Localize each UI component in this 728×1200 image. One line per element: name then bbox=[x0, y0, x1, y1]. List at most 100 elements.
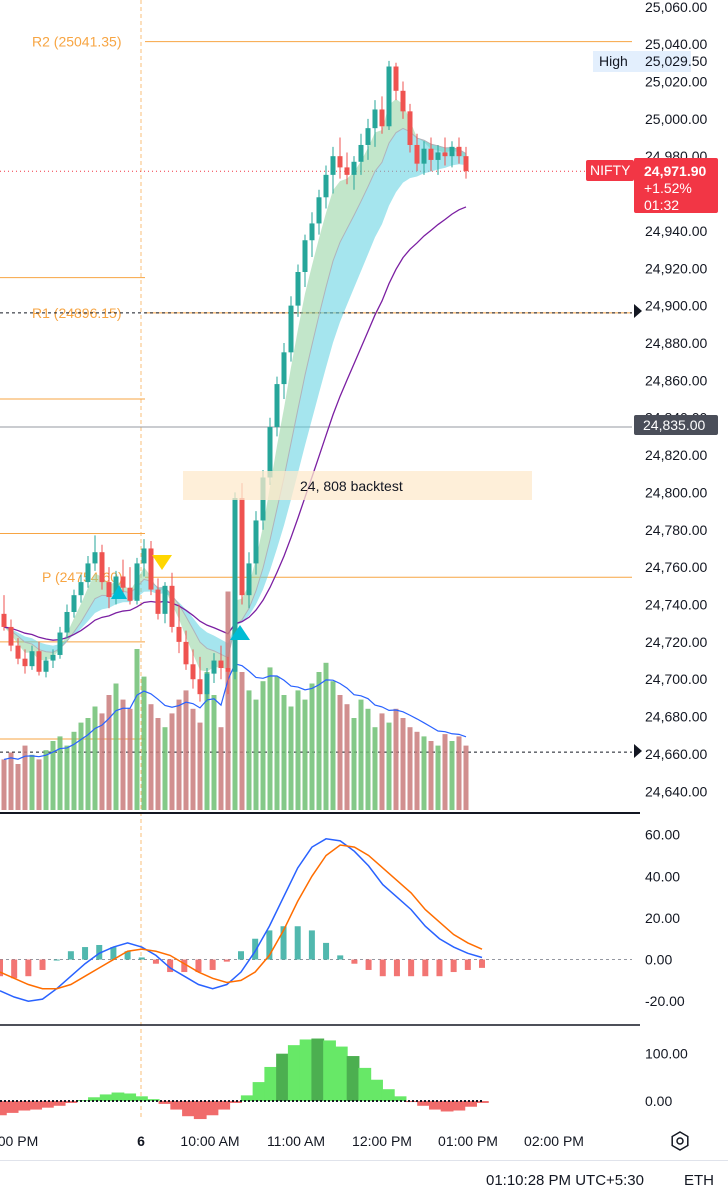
candle-body[interactable] bbox=[330, 156, 336, 175]
candle-body[interactable] bbox=[295, 272, 301, 306]
signal-line bbox=[0, 844, 483, 990]
high-value: 25,029.50 bbox=[645, 53, 707, 69]
osc-axis[interactable]: 100.00 0.00 bbox=[645, 1046, 688, 1109]
candle-body[interactable] bbox=[57, 632, 63, 655]
candle-body[interactable] bbox=[239, 498, 245, 596]
candle-body[interactable] bbox=[393, 66, 399, 91]
candle-body[interactable] bbox=[463, 156, 469, 172]
clock[interactable]: 01:10:28 PM UTC+5:30 bbox=[485, 1172, 644, 1189]
symbol-tag[interactable] bbox=[586, 160, 634, 181]
candle-body[interactable] bbox=[162, 585, 168, 614]
candle-body[interactable] bbox=[204, 673, 210, 695]
volume-bar bbox=[134, 649, 140, 810]
candle-body[interactable] bbox=[232, 498, 238, 672]
candle-body[interactable] bbox=[407, 111, 413, 145]
oscillator-bar bbox=[311, 1038, 325, 1102]
volume-bar bbox=[225, 591, 231, 810]
candle-body[interactable] bbox=[183, 641, 189, 665]
crosshair-price: 24,835.00 bbox=[643, 417, 705, 433]
candle-body[interactable] bbox=[421, 148, 427, 164]
candle-body[interactable] bbox=[379, 109, 385, 127]
macd-pane[interactable] bbox=[0, 838, 632, 1002]
candle-body[interactable] bbox=[92, 552, 98, 564]
oscillator-pane[interactable] bbox=[0, 1038, 489, 1120]
macd-histogram-bar bbox=[167, 959, 174, 973]
candle-body[interactable] bbox=[400, 90, 406, 112]
macd-axis[interactable]: 60.00 40.00 20.00 0.00 -20.00 bbox=[645, 827, 685, 1010]
candle-body[interactable] bbox=[337, 156, 343, 168]
candle-body[interactable] bbox=[288, 305, 294, 353]
candle-body[interactable] bbox=[365, 128, 371, 145]
candle-body[interactable] bbox=[344, 167, 350, 175]
candle-body[interactable] bbox=[141, 548, 147, 564]
alert-arrow-icon[interactable] bbox=[634, 304, 642, 318]
candle-body[interactable] bbox=[120, 576, 126, 588]
candle-body[interactable] bbox=[246, 563, 252, 596]
candle-body[interactable] bbox=[253, 520, 259, 564]
candle-body[interactable] bbox=[43, 660, 49, 672]
candle-body[interactable] bbox=[211, 660, 217, 674]
candle-body[interactable] bbox=[274, 384, 280, 428]
candle-body[interactable] bbox=[99, 552, 105, 583]
candle-body[interactable] bbox=[134, 563, 140, 601]
candle-body[interactable] bbox=[113, 576, 119, 598]
volume-bar bbox=[358, 699, 364, 810]
candle-body[interactable] bbox=[449, 146, 455, 157]
candle-body[interactable] bbox=[456, 146, 462, 157]
last-price: 24,971.90 bbox=[644, 163, 706, 179]
trading-chart[interactable]: R2 (25041.35)R1 (24896.15)P (24754.60) 2… bbox=[0, 0, 728, 1160]
price-pane[interactable]: R2 (25041.35)R1 (24896.15)P (24754.60) 2… bbox=[0, 0, 632, 1120]
candle-body[interactable] bbox=[225, 668, 231, 672]
candle-body[interactable] bbox=[169, 585, 175, 627]
time-axis[interactable]: 00 PM 6 10:00 AM 11:00 AM 12:00 PM 01:00 PM 02… bbox=[0, 1133, 584, 1149]
candle-body[interactable] bbox=[106, 582, 112, 598]
candle-body[interactable] bbox=[148, 548, 154, 590]
volume-bar bbox=[274, 676, 280, 810]
volume-bar bbox=[386, 722, 392, 810]
backtest-annotation-box[interactable] bbox=[183, 471, 532, 500]
candle-body[interactable] bbox=[190, 664, 196, 680]
candle-body[interactable] bbox=[442, 152, 448, 157]
alert-arrow-icon[interactable] bbox=[634, 744, 642, 758]
candle-body[interactable] bbox=[29, 651, 35, 667]
candle-body[interactable] bbox=[36, 651, 42, 672]
candle-body[interactable] bbox=[218, 660, 224, 669]
candle-body[interactable] bbox=[64, 611, 70, 633]
price-axis[interactable]: 25,060.00 25,040.00 25,020.00 25,000.00 24,9… bbox=[645, 0, 707, 799]
candle-body[interactable] bbox=[281, 352, 287, 385]
macd-tick-label: 60.00 bbox=[645, 827, 680, 843]
candle-body[interactable] bbox=[155, 589, 161, 614]
macd-histogram-bar bbox=[280, 926, 287, 960]
candle-body[interactable] bbox=[372, 109, 378, 129]
candle-body[interactable] bbox=[428, 148, 434, 160]
candle-body[interactable] bbox=[71, 595, 77, 612]
oscillator-bar bbox=[76, 1100, 90, 1102]
oscillator-bar bbox=[5, 1101, 19, 1113]
candle-body[interactable] bbox=[386, 66, 392, 127]
candle-body[interactable] bbox=[197, 679, 203, 695]
candle-body[interactable] bbox=[176, 626, 182, 642]
candle-body[interactable] bbox=[323, 174, 329, 198]
candle-body[interactable] bbox=[85, 563, 91, 583]
candle-body[interactable] bbox=[15, 645, 21, 659]
candle-body[interactable] bbox=[309, 223, 315, 241]
candle-body[interactable] bbox=[316, 197, 322, 224]
gear-icon[interactable] bbox=[671, 1131, 689, 1151]
candle-body[interactable] bbox=[127, 587, 133, 601]
oscillator-bar bbox=[135, 1096, 148, 1102]
volume-bar bbox=[309, 683, 315, 810]
candle-body[interactable] bbox=[1, 613, 7, 627]
candle-body[interactable] bbox=[267, 427, 273, 478]
volume-bar bbox=[218, 727, 224, 810]
candle-body[interactable] bbox=[414, 144, 420, 164]
candle-body[interactable] bbox=[435, 152, 441, 160]
candle-body[interactable] bbox=[22, 658, 28, 667]
oscillator-bar bbox=[276, 1053, 289, 1102]
candle-body[interactable] bbox=[351, 161, 357, 175]
candle-body[interactable] bbox=[78, 582, 84, 596]
candle-body[interactable] bbox=[50, 654, 56, 661]
candle-body[interactable] bbox=[302, 240, 308, 272]
candle-body[interactable] bbox=[8, 626, 14, 646]
session-button[interactable]: ETH bbox=[684, 1172, 714, 1189]
candle-body[interactable] bbox=[358, 144, 364, 162]
